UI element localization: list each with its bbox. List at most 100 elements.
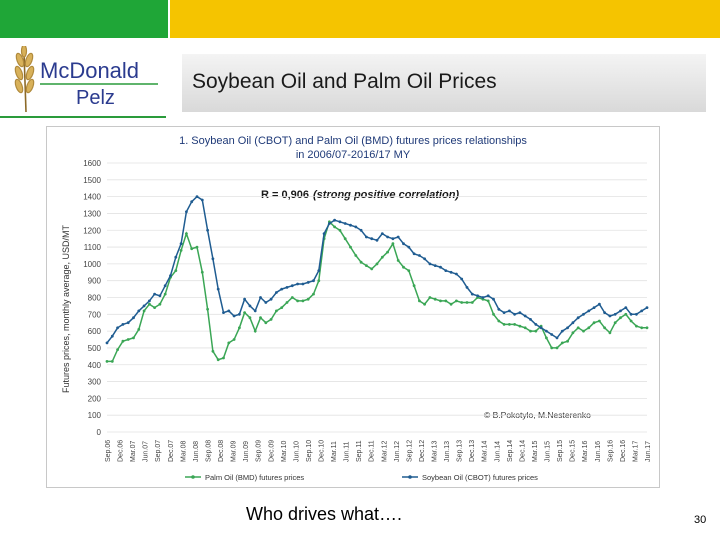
y-tick-label: 1100 [84, 243, 102, 252]
x-tick-label: Jun.16 [595, 441, 602, 462]
data-point [523, 314, 527, 318]
x-tick-label: Dec.14 [519, 440, 526, 462]
data-point [105, 341, 109, 345]
data-point [444, 299, 448, 303]
data-point [238, 312, 241, 316]
data-point [333, 218, 336, 222]
x-tick-label: Jun.07 [143, 441, 150, 462]
data-point [238, 326, 241, 330]
data-point [465, 286, 469, 289]
data-point [603, 326, 606, 330]
data-point [349, 245, 352, 249]
x-tick-label: Dec.08 [218, 440, 225, 462]
logo-line1: McDonald [40, 58, 139, 83]
data-point [306, 281, 310, 284]
data-point [296, 299, 299, 303]
x-tick-label: Mar.12 [381, 440, 388, 462]
y-tick-label: 0 [97, 428, 102, 437]
x-tick-label: Dec.09 [268, 440, 275, 462]
data-point [116, 326, 119, 330]
logo-line2: Pelz [76, 87, 115, 109]
data-point [153, 306, 156, 309]
data-point [338, 228, 342, 232]
data-point [513, 323, 516, 326]
data-point [142, 304, 146, 308]
data-point [343, 237, 347, 241]
y-tick-label: 300 [88, 378, 102, 387]
data-point [428, 296, 432, 299]
data-point [269, 318, 273, 321]
data-point [280, 306, 284, 309]
data-point [222, 356, 225, 360]
series-lines [105, 195, 649, 363]
data-point [635, 324, 638, 328]
data-point [365, 264, 368, 267]
y-tick-label: 1300 [83, 209, 101, 218]
x-tick-label: Dec.10 [318, 440, 325, 462]
data-point [470, 301, 474, 304]
data-point [343, 222, 347, 225]
data-point [206, 228, 210, 232]
logo-underline [0, 116, 166, 118]
data-point [148, 299, 151, 303]
legend-marker [408, 475, 412, 479]
data-point [206, 307, 210, 311]
y-tick-label: 1400 [83, 193, 101, 202]
wheat-icon: McDonald Pelz [14, 44, 158, 113]
data-point [301, 282, 305, 286]
x-tick-label: Mar.07 [130, 440, 137, 462]
data-point [613, 312, 617, 316]
data-point [121, 323, 125, 326]
data-point [640, 326, 644, 330]
data-point [433, 264, 437, 267]
x-tick-label: Dec.12 [419, 440, 426, 462]
data-point [312, 279, 315, 283]
data-point [380, 255, 384, 259]
legend-label: Soybean Oil (CBOT) futures prices [422, 473, 538, 482]
data-point [396, 259, 400, 262]
data-point [645, 326, 649, 330]
slide-title: Soybean Oil and Palm Oil Prices [192, 70, 497, 93]
data-point [110, 334, 114, 338]
data-point [497, 319, 501, 323]
y-tick-label: 800 [88, 294, 102, 303]
data-point [571, 321, 575, 325]
data-point [428, 262, 432, 266]
x-tick-label: Jun.10 [293, 441, 300, 462]
data-point [285, 301, 289, 304]
data-point [259, 316, 262, 320]
data-point [423, 257, 426, 261]
data-point [518, 324, 522, 328]
data-point [301, 299, 305, 303]
chart-subtitle: in 2006/07-2016/17 MY [296, 149, 411, 161]
y-tick-label: 100 [88, 411, 102, 420]
data-point [529, 318, 532, 321]
data-point [608, 331, 612, 335]
data-point [243, 297, 247, 301]
data-point [110, 360, 114, 363]
data-point [635, 312, 638, 316]
x-tick-label: Sep.15 [557, 440, 564, 462]
data-point [317, 269, 321, 272]
chart-title: 1. Soybean Oil (CBOT) and Palm Oil (BMD)… [179, 135, 527, 147]
data-point [444, 269, 448, 272]
correlation-value: R = 0,906 [261, 189, 309, 201]
data-point [455, 272, 458, 276]
x-tick-label: Dec.07 [168, 440, 175, 462]
data-point [248, 304, 252, 308]
x-tick-label: Jun.11 [344, 441, 351, 462]
data-point [243, 311, 247, 314]
data-point [582, 329, 585, 333]
data-point [232, 314, 236, 318]
data-point [391, 242, 395, 246]
data-point [566, 339, 569, 343]
data-point [211, 257, 215, 261]
data-point [481, 296, 485, 299]
data-point [174, 269, 178, 272]
data-point [359, 228, 363, 232]
slide-caption: Who drives what…. [246, 504, 403, 524]
page-number: 30 [694, 514, 707, 526]
data-point [317, 279, 321, 283]
data-point [550, 333, 554, 336]
data-point [449, 302, 453, 306]
